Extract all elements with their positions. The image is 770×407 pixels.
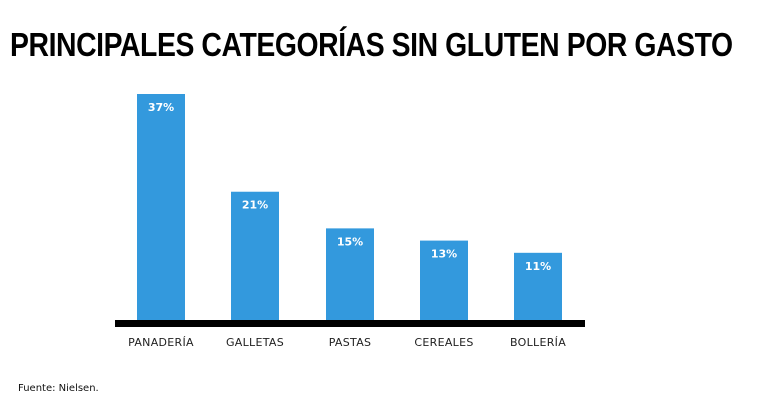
value-label: 21% <box>242 199 268 212</box>
category-label: CEREALES <box>414 336 473 349</box>
bar-pastas <box>326 228 374 320</box>
bar-panadería <box>137 94 185 320</box>
value-label: 37% <box>148 101 174 114</box>
value-label: 11% <box>525 260 551 273</box>
value-label: 13% <box>431 248 457 261</box>
category-label: GALLETAS <box>226 336 284 349</box>
bar-cereales <box>420 240 468 320</box>
category-label: BOLLERÍA <box>510 336 566 349</box>
category-label: PASTAS <box>329 336 372 349</box>
bar-galletas <box>231 191 279 320</box>
category-label: PANADERÍA <box>128 336 194 349</box>
chart-title: PRINCIPALES CATEGORÍAS SIN GLUTEN POR GA… <box>10 26 733 63</box>
bars-layer <box>137 94 562 320</box>
labels-layer: 37% PANADERÍA 21% GALLETAS 15% PASTAS 13% CEREA… <box>128 101 566 349</box>
x-axis-baseline <box>115 320 585 327</box>
source-note: Fuente: Nielsen. <box>18 383 99 394</box>
bar-bollería <box>514 252 562 320</box>
value-label: 15% <box>337 235 363 248</box>
